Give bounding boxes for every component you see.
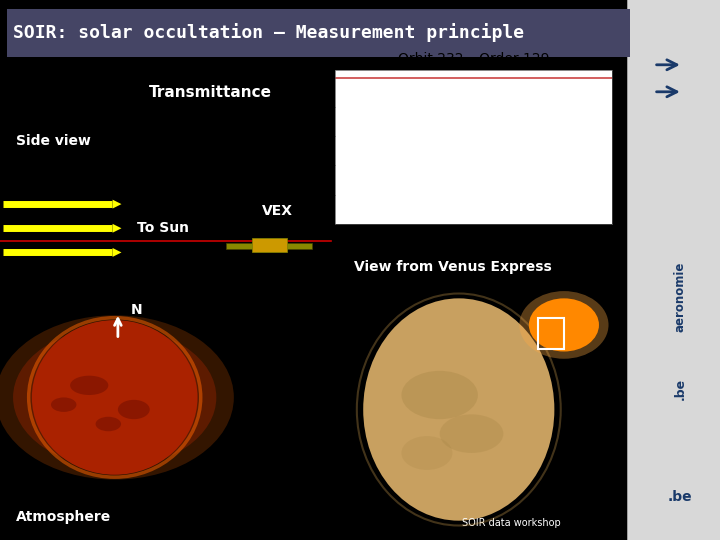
X-axis label: Wavenumber h: Wavenumber h [447,242,500,248]
Title: Orbit 232 – Order 129: Orbit 232 – Order 129 [397,52,549,66]
Ellipse shape [70,376,108,395]
Ellipse shape [440,414,503,453]
Ellipse shape [51,397,76,412]
FancyBboxPatch shape [0,5,680,60]
Bar [539,318,564,349]
Text: .be: .be [674,378,687,400]
Text: View from Venus Express: View from Venus Express [354,260,552,274]
Ellipse shape [402,371,478,419]
Text: Atmosphere: Atmosphere [16,510,111,524]
Text: VEX: VEX [261,204,293,218]
Ellipse shape [118,400,150,419]
Text: N: N [130,303,143,318]
Ellipse shape [363,298,554,521]
Y-axis label: Transmittance: Transmittance [317,123,323,172]
Text: aeronomie: aeronomie [674,262,687,332]
Bar [226,243,252,248]
Text: .be: .be [668,490,693,504]
FancyBboxPatch shape [627,0,720,540]
Ellipse shape [13,327,216,468]
Ellipse shape [96,417,121,431]
Text: SOIR data workshop: SOIR data workshop [462,518,561,528]
Circle shape [529,298,599,352]
Ellipse shape [402,436,452,470]
Ellipse shape [32,320,197,475]
Ellipse shape [0,315,234,480]
Text: Transmittance: Transmittance [149,85,271,100]
Circle shape [519,291,608,359]
Bar [287,243,312,248]
Text: Side view: Side view [16,134,91,149]
Text: To Sun: To Sun [137,221,189,235]
Bar [252,238,287,252]
Text: SOIR: solar occultation – Measurement principle: SOIR: solar occultation – Measurement pr… [13,23,524,43]
